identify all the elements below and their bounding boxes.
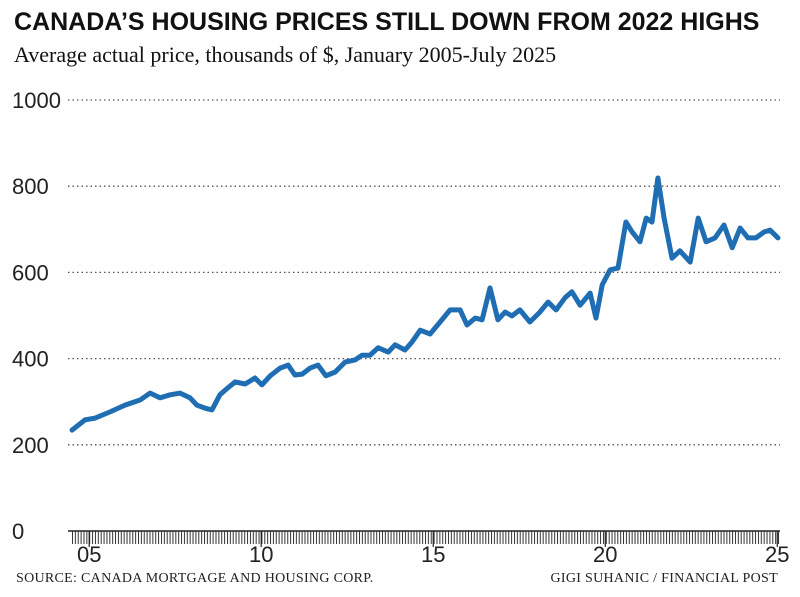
x-tick-label: 25 xyxy=(765,542,789,567)
y-tick-label: 800 xyxy=(12,174,49,199)
y-tick-label: 1000 xyxy=(12,88,61,113)
chart-title: CANADA’S HOUSING PRICES STILL DOWN FROM … xyxy=(14,8,759,36)
credit: GIGI SUHANIC / FINANCIAL POST xyxy=(550,571,778,586)
source: SOURCE: CANADA MORTGAGE AND HOUSING CORP… xyxy=(16,571,374,586)
y-tick-label: 600 xyxy=(12,260,49,285)
x-tick-label: 20 xyxy=(593,542,617,567)
y-tick-label: 200 xyxy=(12,433,49,458)
y-tick-label: 0 xyxy=(12,519,24,544)
x-tick-label: 10 xyxy=(249,542,273,567)
y-tick-label: 400 xyxy=(12,347,49,372)
x-tick-label: 05 xyxy=(77,542,101,567)
data-line xyxy=(69,175,781,433)
x-tick-label: 15 xyxy=(421,542,445,567)
minor-ticks xyxy=(72,531,780,544)
chart-subtitle: Average actual price, thousands of $, Ja… xyxy=(14,42,556,67)
